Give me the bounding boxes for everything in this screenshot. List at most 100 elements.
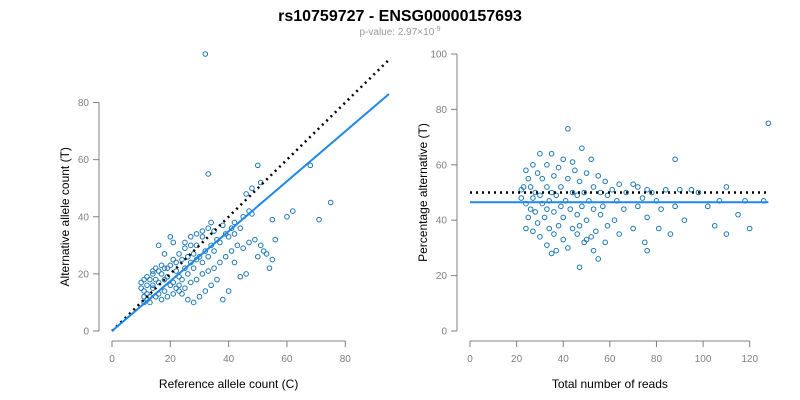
left-data-point xyxy=(179,291,185,297)
right-data-point xyxy=(635,184,641,190)
right-data-point xyxy=(572,167,578,174)
left-data-point xyxy=(231,219,238,226)
left-data-point xyxy=(185,271,191,277)
right-data-point xyxy=(688,186,695,193)
right-data-point xyxy=(704,203,711,210)
right-data-point xyxy=(539,175,546,182)
right-data-point xyxy=(590,184,597,190)
right-y-tick-label: 0 xyxy=(441,327,447,338)
right-data-point xyxy=(723,231,730,237)
right-data-point xyxy=(567,206,574,212)
left-data-point xyxy=(152,276,159,283)
left-data-point xyxy=(187,233,194,240)
left-y-tick-label: 80 xyxy=(78,98,90,109)
right-data-point xyxy=(527,206,534,212)
left-data-point xyxy=(237,273,244,280)
right-data-point xyxy=(576,222,583,229)
right-data-point xyxy=(560,156,567,163)
left-data-point xyxy=(199,271,206,277)
left-data-point xyxy=(208,219,214,226)
right-data-point xyxy=(553,247,560,254)
left-data-point xyxy=(144,273,150,280)
left-data-point xyxy=(214,276,220,283)
right-data-point xyxy=(579,145,585,151)
left-data-point xyxy=(199,228,206,234)
left-data-point xyxy=(176,251,182,257)
right-x-tick-label: 120 xyxy=(741,354,758,365)
right-y-tick-label: 40 xyxy=(436,216,448,227)
left-y-tick-label: 60 xyxy=(78,155,90,166)
right-data-point xyxy=(565,125,571,132)
right-y-tick-label: 20 xyxy=(436,271,448,282)
left-data-point xyxy=(243,271,249,277)
left-data-point xyxy=(170,291,177,297)
right-data-point xyxy=(649,189,655,196)
right-data-point xyxy=(565,245,571,251)
right-data-point xyxy=(576,178,583,185)
chart-title: rs10759727 - ENSG00000157693 xyxy=(278,8,522,25)
left-data-point xyxy=(155,279,162,286)
right-data-point xyxy=(553,192,560,199)
left-data-point xyxy=(164,293,171,300)
left-data-point xyxy=(199,259,206,266)
left-data-point xyxy=(307,162,314,169)
right-data-point xyxy=(551,231,557,237)
right-data-point xyxy=(544,206,550,212)
left-data-point xyxy=(263,251,270,257)
left-data-point xyxy=(269,216,276,223)
left-x-tick-label: 40 xyxy=(223,354,235,365)
left-data-point xyxy=(155,268,162,274)
left-data-point xyxy=(205,171,212,177)
right-x-tick-label: 80 xyxy=(651,354,663,365)
left-data-point xyxy=(152,265,159,271)
left-data-point xyxy=(155,242,162,249)
right-data-point xyxy=(616,231,622,237)
left-x-tick-label: 20 xyxy=(165,354,177,365)
right-data-point xyxy=(600,203,606,210)
left-data-point xyxy=(138,285,144,291)
right-x-tick-label: 0 xyxy=(467,354,473,365)
left-data-point xyxy=(228,248,235,254)
right-data-point xyxy=(544,162,550,168)
right-data-point xyxy=(642,239,648,246)
right-data-point xyxy=(551,173,557,179)
right-data-point xyxy=(525,175,532,182)
right-data-point xyxy=(560,214,567,221)
right-scatter-panel: 0 20 40 60 80 100 120 0 20 40 60 80 100 Total number … xyxy=(416,50,772,391)
right-data-point xyxy=(658,206,664,212)
left-data-point xyxy=(240,245,247,251)
left-data-point xyxy=(167,262,174,269)
right-data-point xyxy=(520,184,527,190)
left-data-point xyxy=(202,248,209,254)
left-data-point xyxy=(179,256,185,263)
right-data-point xyxy=(558,203,564,210)
left-data-point xyxy=(254,162,261,169)
left-data-point xyxy=(228,225,235,231)
right-data-point xyxy=(621,206,627,212)
right-data-point xyxy=(541,214,548,221)
right-data-point xyxy=(711,222,718,229)
right-data-point xyxy=(655,225,662,232)
left-data-point xyxy=(289,208,296,214)
right-data-point xyxy=(525,214,532,221)
left-data-point xyxy=(225,288,232,294)
right-data-point xyxy=(765,120,772,127)
right-data-point xyxy=(558,184,564,190)
left-data-point xyxy=(190,251,197,257)
left-data-point xyxy=(138,279,144,286)
left-data-point xyxy=(252,236,258,243)
right-data-point xyxy=(581,189,588,196)
left-data-point xyxy=(141,276,147,283)
left-data-point xyxy=(222,253,229,260)
right-x-tick-label: 60 xyxy=(604,354,616,365)
left-data-point xyxy=(246,239,252,246)
left-data-point xyxy=(141,288,147,294)
left-scatter-panel: 0 20 40 60 80 0 20 40 60 80 Reference allele count… xyxy=(58,51,390,391)
left-data-point xyxy=(161,276,168,283)
left-data-point xyxy=(150,282,156,289)
left-y-tick-label: 0 xyxy=(83,327,89,338)
right-data-point xyxy=(639,195,646,201)
left-data-point xyxy=(176,282,182,289)
right-data-point xyxy=(537,150,543,157)
